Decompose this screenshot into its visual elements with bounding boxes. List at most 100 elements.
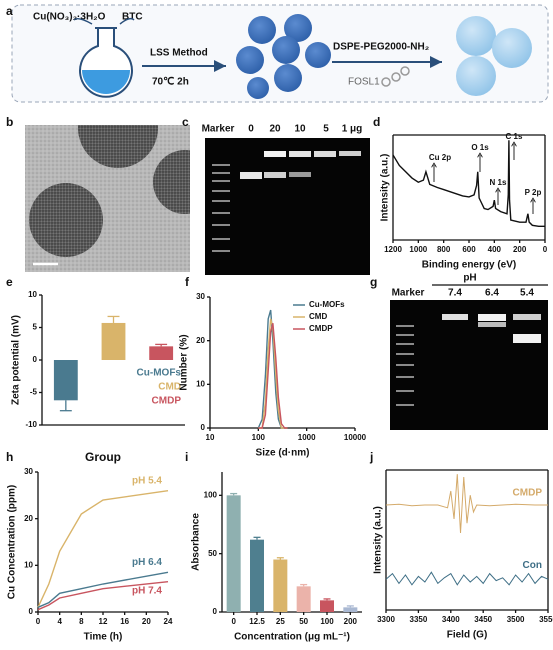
shape xyxy=(513,334,541,343)
x-tick-label: 600 xyxy=(462,245,476,254)
x-tick-label: 3500 xyxy=(507,615,525,624)
x-tick-label: 16 xyxy=(120,617,129,626)
x-axis-label: Field (G) xyxy=(447,630,488,641)
y-axis-label: Intensity (a.u.) xyxy=(380,154,391,222)
lane-label: 1 μg xyxy=(342,124,363,135)
linker: BTC xyxy=(122,12,143,23)
x-tick-label: 200 xyxy=(513,245,527,254)
lane-label: 10 xyxy=(294,124,306,135)
shape xyxy=(212,172,230,174)
shape xyxy=(314,151,336,157)
legend-label: CMDP xyxy=(152,396,182,407)
shape xyxy=(513,314,541,320)
shape xyxy=(396,353,414,355)
legend-label: Cu-MOFs xyxy=(309,300,345,309)
shape xyxy=(478,314,506,321)
x-tick-label: 3550 xyxy=(539,615,553,624)
lane-label: 5 xyxy=(323,124,329,135)
shape xyxy=(212,180,230,182)
x-tick-label: 0 xyxy=(231,617,236,626)
flask xyxy=(73,17,135,98)
panel-label: d xyxy=(373,115,380,129)
shape xyxy=(396,343,414,345)
y-axis-label: Zeta potential (mV) xyxy=(11,315,22,405)
y-tick-label: 100 xyxy=(204,490,218,499)
panel-label: h xyxy=(6,450,13,464)
panel-label: f xyxy=(185,275,190,289)
x-tick-label: 100 xyxy=(252,433,266,442)
shape xyxy=(396,325,414,406)
y-tick-label: 0 xyxy=(29,607,34,616)
x-tick-label: 3400 xyxy=(442,615,460,624)
shape xyxy=(456,16,496,56)
series-label: CMDP xyxy=(513,488,543,499)
x-tick-label: 0 xyxy=(36,617,41,626)
shape xyxy=(78,125,158,168)
bar xyxy=(273,559,288,612)
bar xyxy=(296,586,311,612)
x-tick-label: 100 xyxy=(320,617,334,626)
lane-label: 0 xyxy=(248,124,254,135)
bar xyxy=(149,346,174,360)
shape xyxy=(272,36,300,64)
series-label: Con xyxy=(523,560,542,571)
panel-label: b xyxy=(6,115,13,129)
legend-label: CMD xyxy=(158,382,181,393)
shape xyxy=(248,16,276,44)
shape xyxy=(391,72,401,82)
y-tick-label: 0 xyxy=(201,423,206,432)
shape xyxy=(339,151,361,156)
series-line xyxy=(385,571,549,586)
shape xyxy=(390,300,548,430)
shape xyxy=(212,250,230,252)
series-line xyxy=(37,580,169,611)
series-line xyxy=(385,474,548,534)
series-line xyxy=(37,489,169,608)
bar xyxy=(320,600,334,612)
y-axis-label: Absorbance xyxy=(191,513,202,571)
mof-particles xyxy=(236,14,331,99)
bar xyxy=(101,322,126,360)
shape xyxy=(153,150,190,214)
y-tick-label: -5 xyxy=(30,388,38,397)
y-tick-label: -10 xyxy=(25,420,37,429)
shape xyxy=(73,17,135,25)
coated-particles xyxy=(456,16,532,96)
shape xyxy=(212,200,230,202)
x-tick-label: 4 xyxy=(57,617,62,626)
x-tick-label: 8 xyxy=(79,617,84,626)
shape xyxy=(236,46,264,74)
bar xyxy=(53,360,78,401)
y-axis-label: Cu Concentration (ppm) xyxy=(7,485,18,599)
panel-label: j xyxy=(369,450,373,464)
x-tick-label: 10 xyxy=(206,433,215,442)
y-tick-label: 10 xyxy=(24,560,33,569)
step1: LSS Method xyxy=(150,48,208,59)
lane-label: 7.4 xyxy=(448,288,462,299)
x-tick-label: 12.5 xyxy=(249,617,265,626)
shape xyxy=(396,364,414,366)
x-tick-label: 1000 xyxy=(409,245,427,254)
bar xyxy=(226,495,241,612)
y-tick-label: 20 xyxy=(24,514,33,523)
shape xyxy=(264,172,286,178)
x-tick-label: 1000 xyxy=(298,433,316,442)
shape xyxy=(264,151,286,157)
shape xyxy=(205,138,370,275)
x-tick-label: 50 xyxy=(299,617,308,626)
x-tick-label: 0 xyxy=(543,245,548,254)
shape xyxy=(29,183,103,257)
annotation: N 1s xyxy=(490,178,507,187)
panel-label: c xyxy=(182,115,189,129)
y-tick-label: 50 xyxy=(208,549,217,558)
panel-label: e xyxy=(6,275,13,289)
series-label: pH 7.4 xyxy=(132,585,162,596)
series-line xyxy=(37,571,169,608)
series-line xyxy=(258,323,288,429)
x-tick-label: 3350 xyxy=(410,615,428,624)
panel-label: g xyxy=(370,275,377,289)
shape xyxy=(289,151,311,157)
shape xyxy=(247,77,269,99)
y-tick-label: 30 xyxy=(196,292,205,301)
